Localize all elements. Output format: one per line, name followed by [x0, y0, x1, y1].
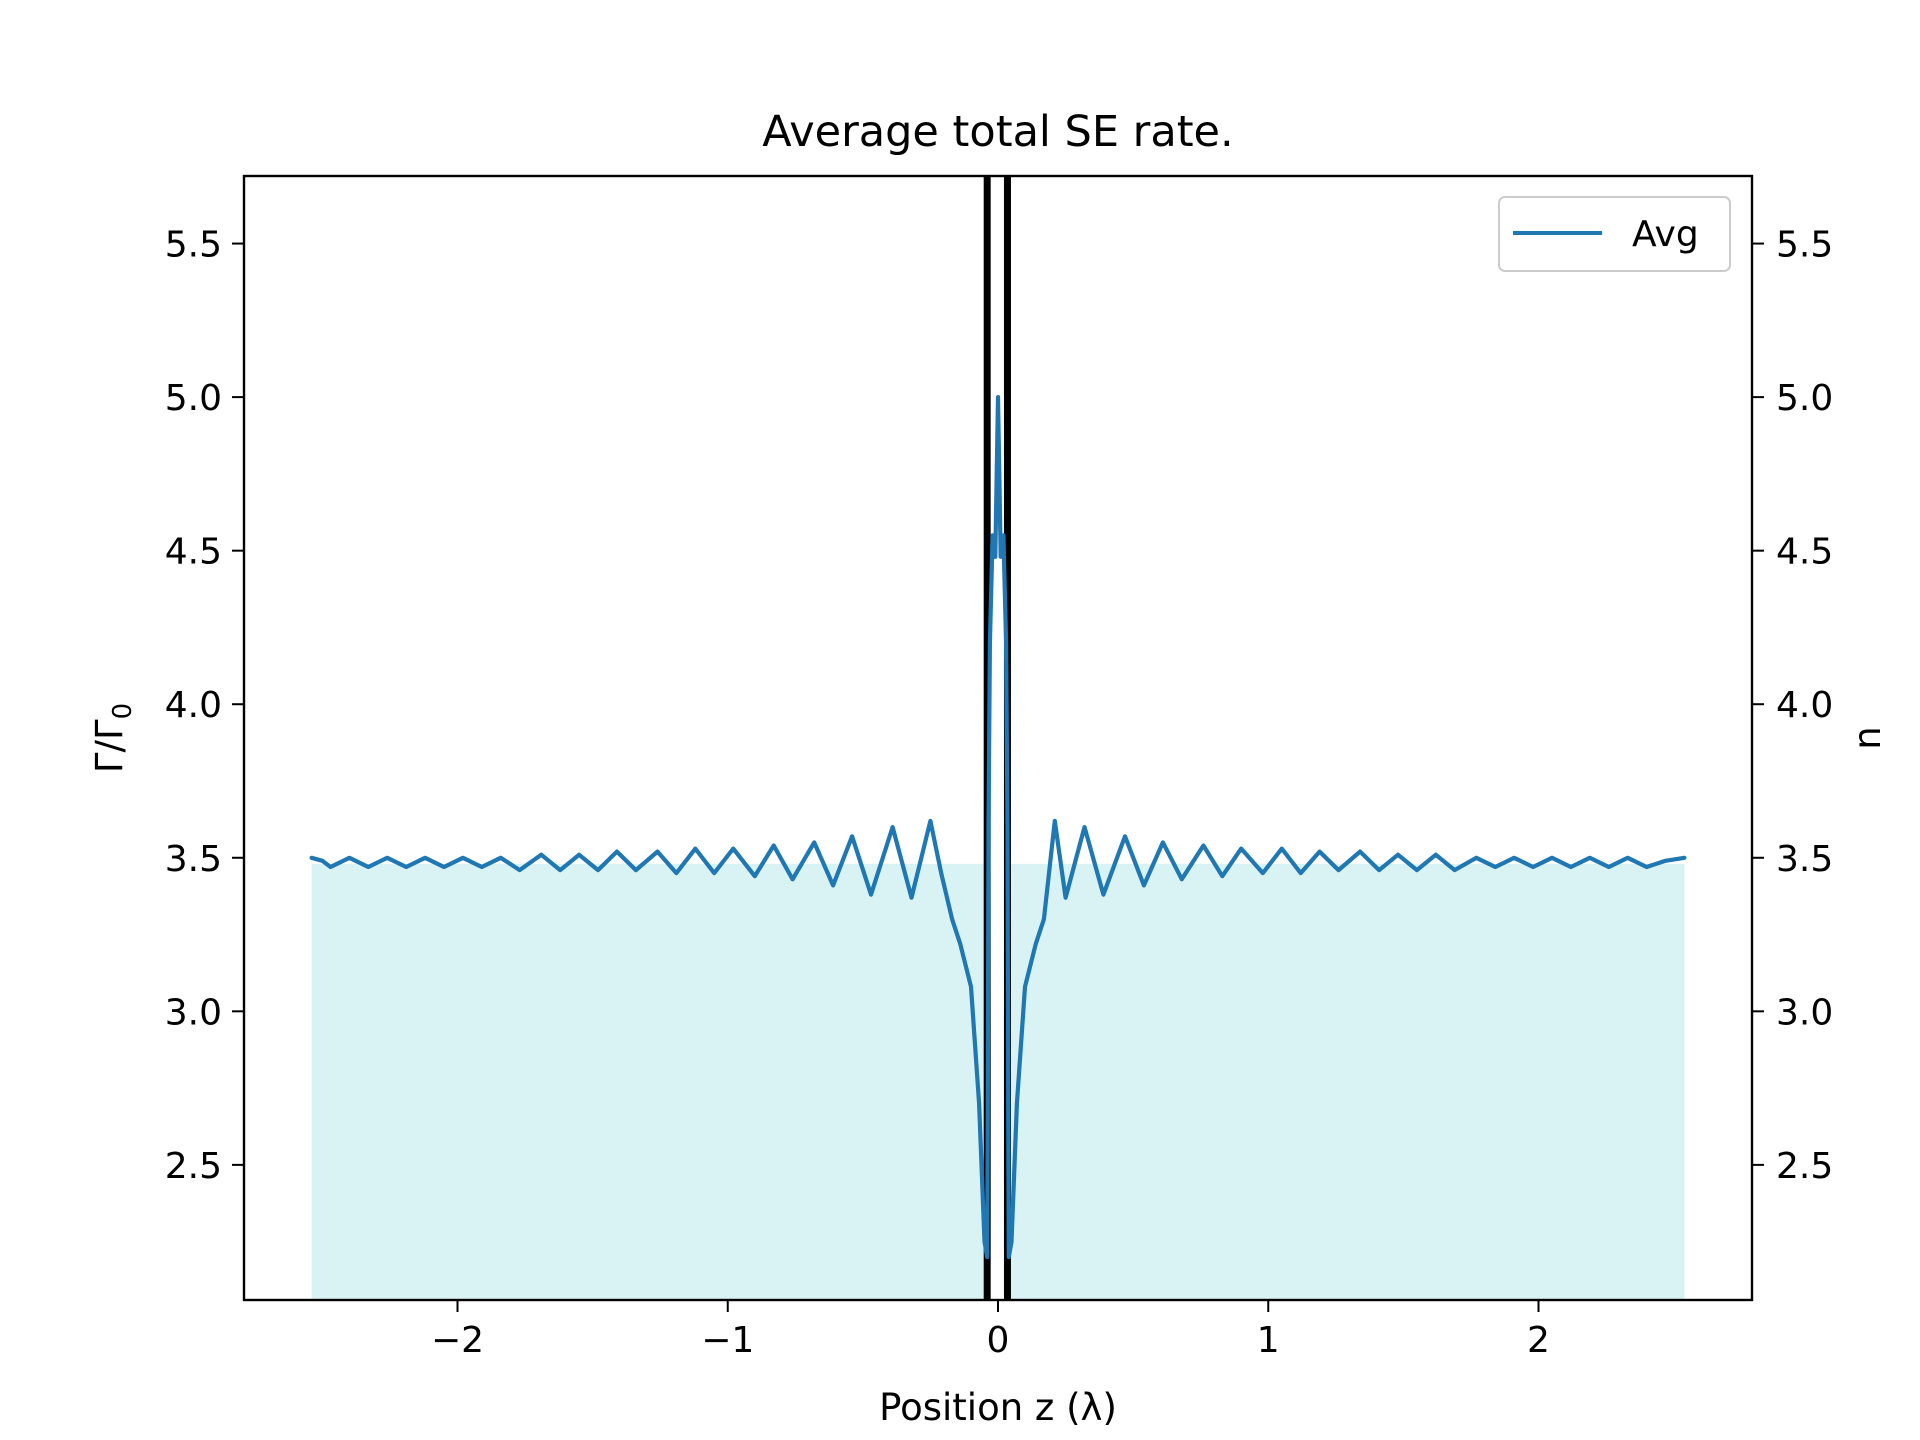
- y-tick-label: 3.0: [165, 992, 222, 1033]
- y-axis-ticks: 2.5 3.0 3.5 4.0 4.5 5.0 5.5: [165, 225, 244, 1187]
- y-right-tick-label: 5.5: [1776, 225, 1833, 266]
- y-axis-label: Γ/Γ0: [88, 703, 138, 773]
- legend-label-avg: Avg: [1632, 214, 1699, 255]
- y-tick-label: 4.0: [165, 685, 222, 726]
- y-right-tick-label: 5.0: [1776, 378, 1833, 419]
- y-right-tick-label: 3.5: [1776, 839, 1833, 880]
- y-right-tick-label: 4.5: [1776, 532, 1833, 573]
- series-layer: [309, 395, 1687, 1260]
- x-tick-label: 1: [1257, 1320, 1280, 1361]
- y-tick-label: 2.5: [165, 1146, 222, 1187]
- y-tick-label: 4.5: [165, 532, 222, 573]
- chart-title: Average total SE rate.: [762, 107, 1233, 157]
- refractive-index-regions: [311, 863, 1685, 1300]
- y-axis-label-main: Γ/Γ: [88, 719, 131, 773]
- y-right-tick-label: 2.5: [1776, 1146, 1833, 1187]
- y-right-tick-label: 3.0: [1776, 992, 1833, 1033]
- legend-box: [1498, 196, 1731, 272]
- y-tick-label: 5.0: [165, 378, 222, 419]
- y-right-tick-label: 4.0: [1776, 685, 1833, 726]
- x-axis-ticks: −2 −1 0 1 2: [431, 1300, 1550, 1361]
- index-region-1: [1008, 863, 1685, 1300]
- y-axis-right-ticks: 2.5 3.0 3.5 4.0 4.5 5.0 5.5: [1752, 225, 1833, 1187]
- x-tick-label: 2: [1527, 1320, 1550, 1361]
- y-axis-right-label: n: [1846, 726, 1889, 749]
- x-tick-label: −2: [431, 1320, 484, 1361]
- y-axis-label-subscript: 0: [108, 703, 138, 720]
- x-tick-label: 0: [987, 1320, 1010, 1361]
- legend: Avg: [1498, 196, 1731, 272]
- x-axis-label: Position z (λ): [879, 1386, 1117, 1429]
- x-tick-label: −1: [701, 1320, 754, 1361]
- y-tick-label: 3.5: [165, 839, 222, 880]
- index-region-0: [311, 863, 988, 1300]
- series-line-avg: [309, 395, 1687, 1260]
- y-tick-label: 5.5: [165, 225, 222, 266]
